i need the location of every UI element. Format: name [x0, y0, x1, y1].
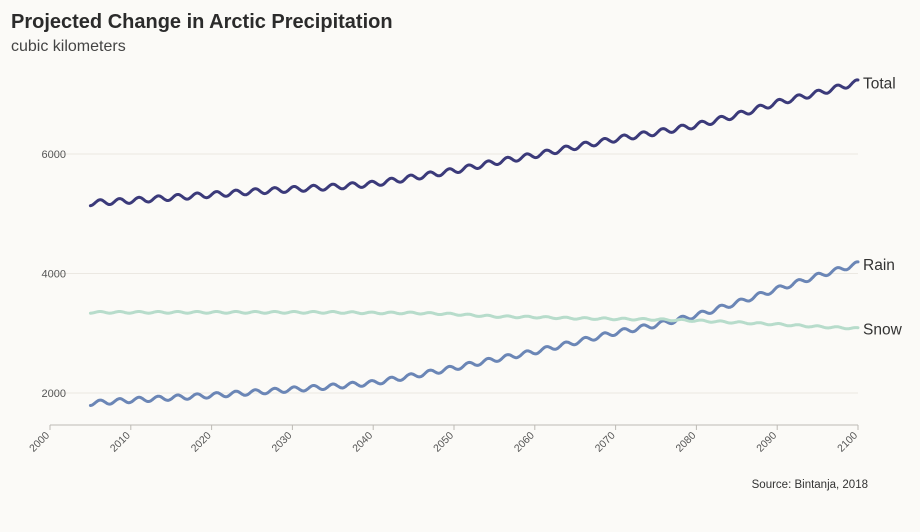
chart-title: Projected Change in Arctic Precipitation: [11, 11, 393, 33]
y-axis: 2000 4000 6000: [42, 149, 66, 400]
series-lines: [88, 78, 860, 407]
x-tick-label: 2010: [108, 430, 133, 455]
series-line-snow: [88, 310, 860, 331]
x-tick-label: 2070: [593, 430, 618, 455]
x-tick-label: 2100: [835, 430, 860, 455]
source-note: Source: Bintanja, 2018: [751, 479, 868, 491]
x-tick-label: 2030: [270, 430, 295, 455]
series-line-total: [88, 78, 860, 208]
series-label-rain: Rain: [863, 257, 895, 274]
gridlines: [50, 153, 858, 394]
chart-subtitle: cubic kilometers: [11, 38, 126, 55]
series-label-snow: Snow: [863, 321, 903, 338]
series-labels: Total Rain Snow: [863, 75, 903, 338]
y-tick-label: 2000: [42, 388, 66, 400]
x-tick-label: 2040: [350, 430, 375, 455]
x-tick-label: 2090: [754, 430, 779, 455]
series-line-rain: [88, 260, 860, 407]
x-tick-label: 2080: [674, 430, 699, 455]
series-label-total: Total: [863, 75, 896, 92]
y-tick-label: 6000: [42, 149, 66, 161]
x-axis: 2000 2010 2020 2030 2040 2050 2060 2070 2080 2090…: [27, 424, 860, 455]
x-tick-label: 2000: [27, 430, 52, 455]
x-tick-label: 2060: [512, 430, 537, 455]
y-tick-label: 4000: [42, 269, 66, 281]
x-tick-label: 2020: [189, 430, 214, 455]
x-tick-label: 2050: [431, 430, 456, 455]
